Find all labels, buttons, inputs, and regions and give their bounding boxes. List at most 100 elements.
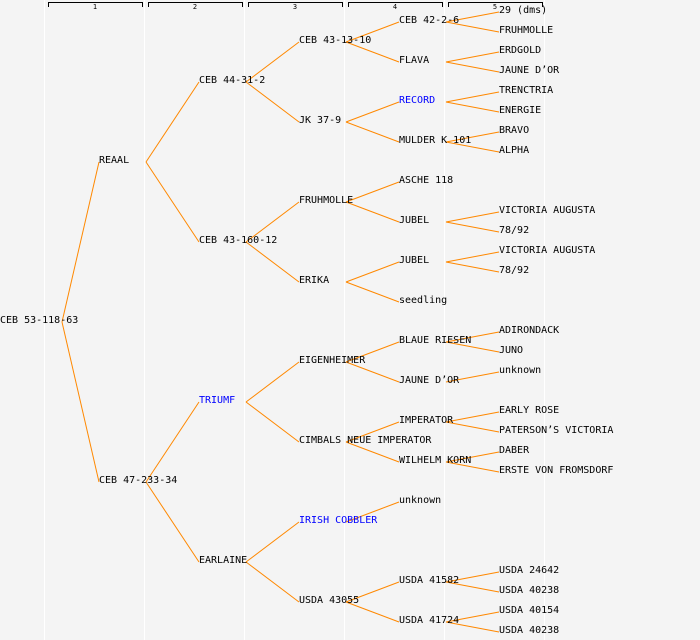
- variety-node: 78/92: [499, 265, 530, 276]
- variety-node: ASCHE 118: [399, 175, 454, 186]
- parent-link-line: [345, 281, 400, 303]
- parent-link-line: [345, 601, 400, 623]
- parent-link-line: [145, 481, 200, 563]
- parent-link-line: [345, 21, 400, 43]
- variety-node: JAUNE D’OR: [399, 375, 460, 386]
- variety-node: EARLAINE: [199, 555, 248, 566]
- parent-link-line: [345, 181, 400, 203]
- parent-link-line: [445, 581, 500, 593]
- parent-link-line: [345, 581, 400, 603]
- variety-node: ALPHA: [499, 145, 530, 156]
- parent-link-line: [245, 241, 300, 283]
- parent-link-line: [445, 221, 500, 233]
- parent-link-line: [245, 81, 300, 123]
- variety-node: FRUHMOLLE: [299, 195, 354, 206]
- variety-node: ERDGOLD: [499, 45, 542, 56]
- variety-node: JUBEL: [399, 215, 430, 226]
- variety-link[interactable]: RECORD: [399, 95, 436, 106]
- parent-link-line: [445, 61, 500, 73]
- variety-node: EIGENHEIMER: [299, 355, 366, 366]
- column-divider: [244, 0, 245, 640]
- variety-node: seedling: [399, 295, 448, 306]
- parent-link-line: [245, 41, 300, 83]
- variety-node: JUNO: [499, 345, 524, 356]
- variety-node: FRUHMOLLE: [499, 25, 554, 36]
- generation-label: 4: [392, 3, 398, 11]
- parent-link-line: [445, 251, 500, 263]
- generation-bracket: [148, 2, 243, 7]
- parent-link-line: [345, 41, 400, 63]
- parent-link-line: [345, 261, 400, 283]
- variety-node: VICTORIA AUGUSTA: [499, 205, 596, 216]
- parent-link-line: [445, 621, 500, 633]
- variety-link[interactable]: TRIUMF: [199, 395, 236, 406]
- generation-bracket: [348, 2, 443, 7]
- column-divider: [144, 0, 145, 640]
- variety-node: CEB 44-31-2: [199, 75, 266, 86]
- variety-node: EARLY ROSE: [499, 405, 560, 416]
- variety-node: CEB 43-160-12: [199, 235, 278, 246]
- column-divider: [344, 0, 345, 640]
- variety-node: PATERSON’S VICTORIA: [499, 425, 614, 436]
- variety-node: unknown: [399, 495, 442, 506]
- parent-link-line: [445, 141, 500, 153]
- parent-link-line: [245, 201, 300, 243]
- column-divider: [44, 0, 45, 640]
- parent-link-line: [445, 421, 500, 433]
- parent-link-line: [345, 361, 400, 383]
- parent-link-line: [445, 461, 500, 473]
- parent-link-line: [445, 211, 500, 223]
- generation-label: 1: [92, 3, 98, 11]
- variety-node: MULDER K 101: [399, 135, 472, 146]
- parent-link-line: [145, 401, 200, 483]
- parent-link-line: [445, 371, 500, 383]
- variety-node: ENERGIE: [499, 105, 542, 116]
- variety-node: 29 (dms): [499, 5, 548, 16]
- parent-link-line: [445, 261, 500, 273]
- parent-link-line: [445, 611, 500, 623]
- parent-link-line: [445, 51, 500, 63]
- parent-link-line: [445, 451, 500, 463]
- parent-link-line: [445, 91, 500, 103]
- variety-node: JK 37-9: [299, 115, 342, 126]
- variety-node: VICTORIA AUGUSTA: [499, 245, 596, 256]
- parent-link-line: [445, 21, 500, 33]
- variety-node: JUBEL: [399, 255, 430, 266]
- generation-bracket: [248, 2, 343, 7]
- parent-link-line: [345, 421, 400, 443]
- parent-link-line: [445, 131, 500, 143]
- variety-node: FLAVA: [399, 55, 430, 66]
- parent-link-line: [445, 11, 500, 23]
- generation-label: 5: [492, 3, 498, 11]
- variety-node: CEB 42-2-6: [399, 15, 460, 26]
- variety-node: USDA 41724: [399, 615, 460, 626]
- variety-node: CIMBALS NEUE IMPERATOR: [299, 435, 432, 446]
- variety-node: USDA 40238: [499, 585, 560, 596]
- column-divider: [444, 0, 445, 640]
- parent-link-line: [61, 161, 100, 323]
- parent-link-line: [145, 81, 200, 163]
- generation-label: 3: [292, 3, 298, 11]
- parent-link-line: [345, 501, 400, 523]
- parent-link-line: [345, 341, 400, 363]
- variety-link[interactable]: IRISH COBBLER: [299, 515, 378, 526]
- variety-node: unknown: [499, 365, 542, 376]
- variety-node: CEB 47-233-34: [99, 475, 178, 486]
- parent-link-line: [61, 321, 100, 483]
- variety-node: DABER: [499, 445, 530, 456]
- parent-link-line: [245, 561, 300, 603]
- variety-node: ERSTE VON FROMSDORF: [499, 465, 614, 476]
- parent-link-line: [345, 441, 400, 463]
- variety-node: ADIRONDACK: [499, 325, 560, 336]
- variety-node: WILHELM KORN: [399, 455, 472, 466]
- variety-node: USDA 41582: [399, 575, 460, 586]
- generation-bracket: [448, 2, 543, 7]
- parent-link-line: [345, 201, 400, 223]
- variety-node: BRAVO: [499, 125, 530, 136]
- parent-link-line: [445, 411, 500, 423]
- parent-link-line: [245, 401, 300, 443]
- column-divider: [544, 0, 545, 640]
- variety-node: BLAUE RIESEN: [399, 335, 472, 346]
- variety-node: TRENCTRIA: [499, 85, 554, 96]
